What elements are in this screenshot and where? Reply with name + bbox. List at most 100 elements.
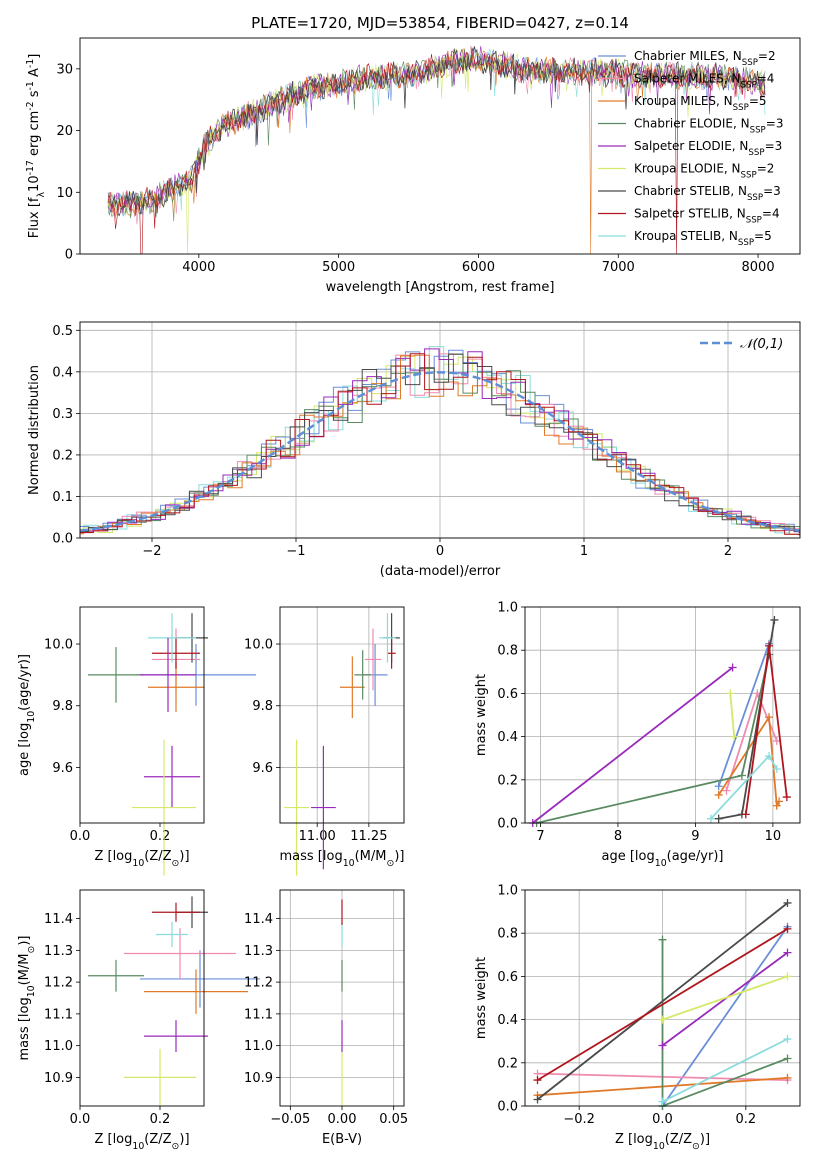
weight-vs-z-series-6 [536,902,789,1101]
weight-vs-z-ytick-label: 0.4 [497,1013,518,1028]
spectrum-legend-label-1: Salpeter MILES, NSSP=4 [634,72,774,91]
age-vs-mass-xtick-label: 11.25 [350,829,387,844]
weight-vs-age-marker-7-2 [782,793,791,802]
weight-vs-z-ytick-label: 0.8 [497,927,518,942]
weight-vs-z-marker-4-1 [783,948,792,957]
residual-hist-ytick-label: 0.5 [52,324,73,339]
age-vs-mass-panel: 11.00 11.25 9.6 9.8 10.0 [244,607,404,876]
spectrum-legend-label-7: Salpeter STELIB, NSSP=4 [634,207,780,226]
spectrum-legend-label-8: Kroupa STELIB, NSSP=5 [634,229,772,248]
weight-vs-age-marker-8-1 [765,752,774,761]
weight-vs-age-xlabel: age [log10(age/yr)] [602,849,724,869]
age-vs-z-frame [79,606,205,824]
age-vs-mass-xtick-label: 11.00 [299,829,336,844]
ebv-xtick-label: 0.00 [328,1112,357,1127]
mass-vs-z-xtick-label: 0.0 [70,1112,91,1127]
residual-hist-ylabel: Normed distribution [27,365,42,495]
age-vs-z-xlabel: Z [log10(Z/Z⊙)] [94,849,189,869]
mass-vs-z-ytick-label: 11.1 [44,1007,73,1022]
weight-vs-age-marker-7-0 [741,810,750,819]
weight-vs-age-series-5 [729,693,736,737]
weight-vs-age-marker-2-0 [714,790,723,799]
weight-vs-z-ytick-label: 0.0 [497,1100,518,1115]
weight-vs-age-frame [524,606,801,824]
weight-vs-age-series-0 [717,643,770,787]
weight-vs-age-xtick-label: 9 [691,829,699,844]
age-vs-z-xtick-label: 0.0 [70,829,91,844]
residual-hist-frame [79,321,801,539]
spectrum-ytick-label: 20 [56,124,73,139]
spectrum-series-6 [107,46,766,217]
mass-vs-z-panel: 0.0 0.2 10.9 11.0 11.1 11.2 11.3 11.4 [44,896,260,1127]
weight-vs-age-xtick-label: 10 [765,829,782,844]
weight-vs-age-marker-1-0 [722,786,731,795]
weight-vs-z-ytick-label: 0.2 [497,1056,518,1071]
weight-vs-z-xlabel: Z [log10(Z/Z⊙)] [615,1132,710,1152]
mass-vs-z-ytick-label: 10.9 [44,1071,73,1086]
weight-vs-z-series-4 [661,951,789,1047]
weight-vs-age-marker-4-1 [728,663,737,672]
residual-hist-xtick-label: −1 [286,544,305,559]
residual-hist-ytick-label: 0.2 [52,448,73,463]
weight-vs-age-xtick-label: 8 [614,829,622,844]
residual-hist-xtick-label: 2 [724,544,732,559]
weight-vs-age-ytick-label: 0.2 [497,773,518,788]
spectrum-legend-label-2: Kroupa MILES, NSSP=5 [634,94,767,113]
weight-vs-z-series-8 [662,1038,788,1103]
spectrum-ytick-label: 10 [56,186,73,201]
spectrum-xtick-label: 5000 [322,260,355,275]
weight-vs-age-marker-6-2 [770,615,779,624]
spectrum-xtick-label: 4000 [182,260,215,275]
weight-vs-z-ytick-label: 1.0 [497,884,518,899]
spectrum-xtick-label: 6000 [462,260,495,275]
weight-vs-z-frame [524,889,801,1107]
residual-hist-ytick-label: 0.0 [52,532,73,547]
age-vs-mass-ytick-label: 10.0 [244,638,273,653]
ebv-xtick-label: −0.05 [270,1112,310,1127]
age-vs-z-ylabel: age [log10(age/yr)] [17,654,37,776]
hist-normal-curve [79,371,801,532]
mass-vs-z-ytick-label: 11.2 [44,976,73,991]
weight-vs-age-marker-2-1 [765,713,774,722]
spectrum-legend-label-0: Chabrier MILES, NSSP=2 [634,49,776,68]
spectrum-series-7 [107,50,766,254]
residual-hist-xlabel: (data-model)/error [380,564,501,579]
weight-vs-age-marker-8-2 [772,765,781,773]
weight-vs-z-marker-8-0 [658,1097,667,1106]
ebv-xlabel: E(B-V) [322,1132,362,1147]
weight-vs-z-series-0 [661,926,789,1107]
spectrum-legend-label-5: Kroupa ELODIE, NSSP=2 [634,162,774,181]
weight-vs-z-marker-4-0 [658,1041,667,1050]
weight-vs-z-series-3 [661,939,788,1108]
spectrum-panel: 4000 5000 6000 7000 8000 0 10 20 30 [56,45,775,275]
weight-vs-age-marker-0-0 [714,782,723,791]
residual-hist-panel: −2 −1 0 1 2 0.0 0.1 0.2 0.3 0.4 0.5 [52,322,801,559]
weight-vs-z-xtick-label: −0.2 [563,1112,595,1127]
spectrum-ytick-label: 30 [56,62,73,77]
weight-vs-age-marker-3-1 [737,771,746,780]
weight-vs-z-marker-6-0 [533,1095,542,1104]
hist-series-6 [80,353,800,533]
hist-legend-label: 𝒩(0,1) [740,337,783,352]
spectrum-ylabel: Flux [fλ10-17 erg cm-2 s-1 A-1] [25,54,47,239]
ebv-ytick-label: 10.9 [244,1071,273,1086]
weight-vs-age-ytick-label: 1.0 [497,601,518,616]
weight-vs-age-xtick-label: 7 [536,829,544,844]
weight-vs-z-series-7 [537,928,788,1081]
ebv-ytick-label: 11.1 [244,1007,273,1022]
weight-vs-age-marker-8-0 [706,814,715,823]
weight-vs-z-marker-5-1 [783,972,792,981]
age-vs-z-ytick-label: 10.0 [44,638,73,653]
age-vs-mass-ytick-label: 9.8 [252,699,273,714]
weight-vs-z-series-5 [662,975,788,1021]
spectrum-xtick-label: 8000 [742,260,775,275]
ebv-ytick-label: 11.0 [244,1039,273,1054]
age-vs-z-panel: 0.0 0.2 9.6 9.8 10.0 [44,613,256,876]
weight-vs-z-xtick-label: 0.0 [652,1112,673,1127]
weight-vs-z-panel: −0.2 0.0 0.2 0.0 0.2 0.4 0.6 0.8 1.0 [497,884,800,1127]
weight-vs-z-xtick-label: 0.2 [735,1112,756,1127]
age-vs-mass-frame [279,606,405,824]
weight-vs-z-marker-7-1 [783,924,792,933]
weight-vs-z-ytick-label: 0.6 [497,970,518,985]
